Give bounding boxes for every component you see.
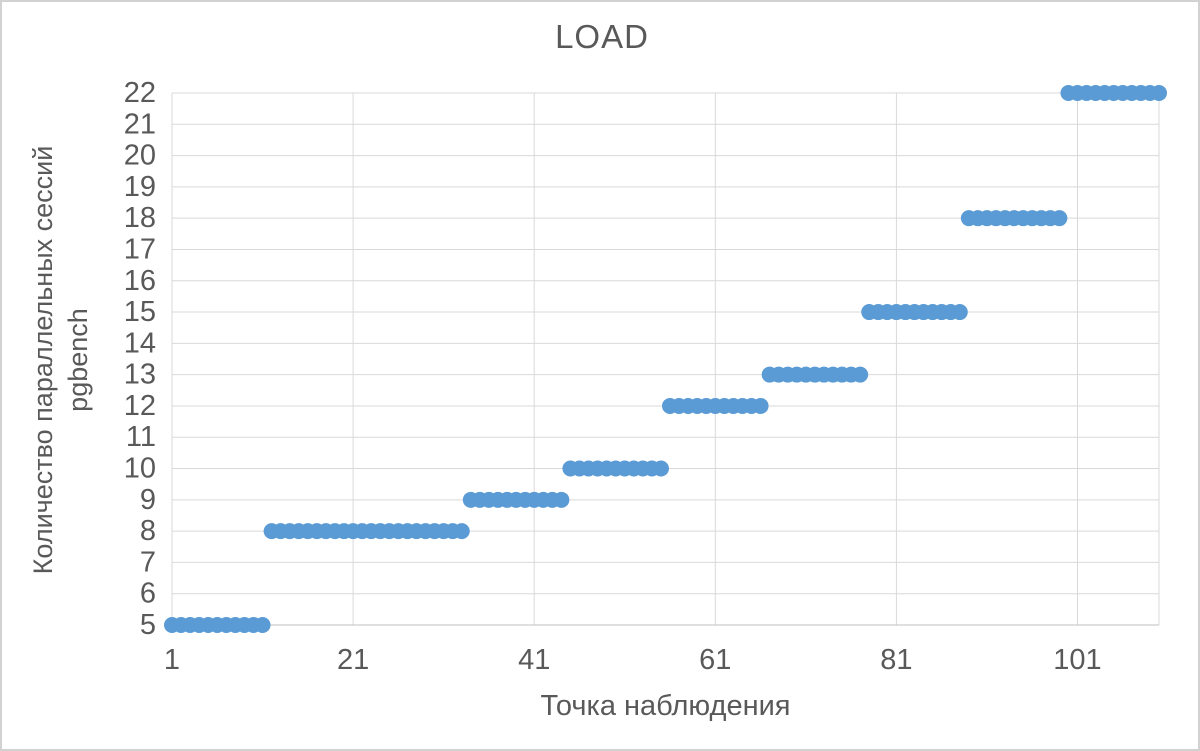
- y-axis-title: Количество параллельных сессий pgbench: [26, 60, 98, 660]
- y-tick-label: 21: [124, 108, 156, 140]
- x-tick-label: 101: [1053, 644, 1101, 676]
- y-tick-label: 22: [124, 77, 156, 109]
- y-tick-label: 20: [124, 140, 156, 172]
- y-tick-label: 8: [140, 515, 156, 547]
- x-tick-label: 41: [518, 644, 550, 676]
- y-tick-label: 19: [124, 171, 156, 203]
- y-tick-label: 12: [124, 390, 156, 422]
- y-axis-title-line1: Количество параллельных сессий: [28, 145, 58, 575]
- data-point: [752, 397, 769, 414]
- y-tick-label: 11: [126, 421, 156, 453]
- y-tick-label: 16: [124, 265, 156, 297]
- x-axis-title: Точка наблюдения: [540, 690, 791, 722]
- x-tick-label: 61: [699, 644, 731, 676]
- data-point: [254, 617, 271, 633]
- y-tick-label: 13: [124, 359, 156, 391]
- chart-title: LOAD: [555, 18, 649, 55]
- y-tick-label: 14: [124, 327, 156, 359]
- y-tick-label: 17: [124, 233, 156, 265]
- x-tick-label: 1: [164, 644, 180, 676]
- y-tick-label: 10: [124, 453, 156, 485]
- data-point: [1151, 85, 1167, 101]
- y-tick-label: 15: [124, 296, 156, 328]
- data-point: [951, 304, 968, 321]
- data-point: [553, 491, 570, 508]
- y-tick-label: 9: [140, 484, 156, 516]
- data-point: [652, 460, 669, 477]
- data-point: [453, 523, 470, 540]
- y-tick-label: 6: [140, 578, 156, 610]
- data-point: [852, 366, 869, 383]
- y-tick-label: 5: [140, 609, 156, 641]
- data-point: [1051, 210, 1068, 227]
- y-tick-label: 18: [124, 202, 156, 234]
- x-tick-label: 81: [880, 644, 912, 676]
- x-tick-label: 21: [337, 644, 369, 676]
- y-tick-label: 7: [140, 546, 156, 578]
- y-axis-title-line2: pgbench: [63, 308, 93, 412]
